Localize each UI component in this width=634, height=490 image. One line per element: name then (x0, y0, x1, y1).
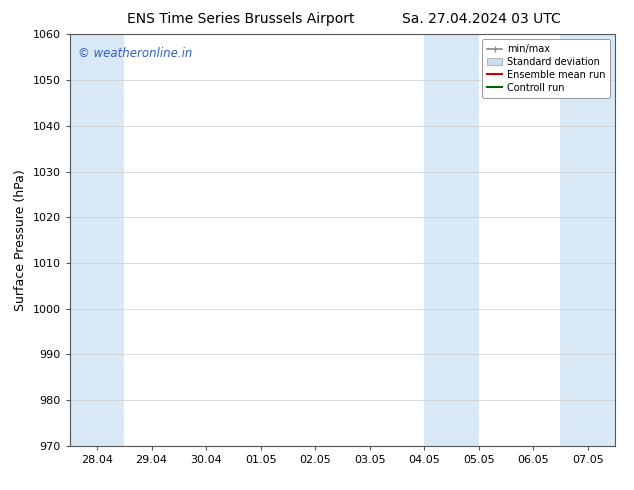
Bar (560, 34, 588, 446)
Legend: min/max, Standard deviation, Ensemble mean run, Controll run: min/max, Standard deviation, Ensemble me… (482, 39, 610, 98)
Bar (424, 34, 451, 446)
Text: © weatheronline.in: © weatheronline.in (78, 47, 192, 60)
Bar (97, 34, 124, 446)
Y-axis label: Surface Pressure (hPa): Surface Pressure (hPa) (14, 169, 27, 311)
Text: ENS Time Series Brussels Airport: ENS Time Series Brussels Airport (127, 12, 354, 26)
Bar (588, 34, 615, 446)
Text: Sa. 27.04.2024 03 UTC: Sa. 27.04.2024 03 UTC (403, 12, 561, 26)
Bar (451, 34, 479, 446)
Bar (70, 34, 97, 446)
